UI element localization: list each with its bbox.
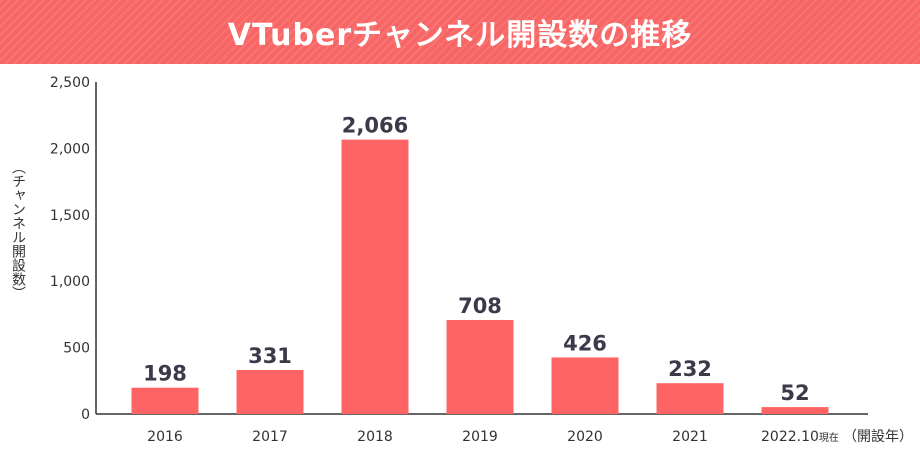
- x-tick-label: 2022.10現在: [761, 429, 839, 445]
- x-tick-note: 現在: [819, 432, 839, 444]
- x-tick-label: 2017: [252, 429, 288, 445]
- y-tick-label: 1,000: [50, 274, 90, 290]
- x-tick-label: 2019: [462, 429, 498, 445]
- y-tick-label: 0: [81, 407, 90, 423]
- bar: [656, 383, 724, 414]
- data-label: 52: [780, 381, 809, 405]
- data-label: 331: [248, 344, 292, 368]
- bar: [341, 139, 409, 414]
- data-label: 708: [458, 294, 502, 318]
- x-axis-label: （開設年）: [843, 429, 913, 445]
- bar: [761, 407, 829, 414]
- x-tick-label: 2020: [567, 429, 603, 445]
- y-tick-label: 2,500: [50, 75, 90, 91]
- y-axis-label: （チャンネル開設数）: [10, 160, 26, 300]
- x-tick-label: 2021: [672, 429, 708, 445]
- data-label: 198: [143, 362, 187, 386]
- bar: [551, 357, 619, 414]
- data-label: 426: [563, 331, 607, 355]
- x-tick-label: 2018: [357, 429, 393, 445]
- y-tick-label: 500: [63, 341, 90, 357]
- bar: [236, 370, 304, 414]
- bar: [446, 319, 514, 414]
- data-label: 2,066: [342, 114, 408, 138]
- x-tick-label: 2016: [147, 429, 183, 445]
- title-banner: VTuberチャンネル開設数の推移: [0, 0, 920, 64]
- y-tick-label: 2,000: [50, 141, 90, 157]
- bar: [131, 387, 199, 414]
- y-tick-label: 1,500: [50, 208, 90, 224]
- chart-title: VTuberチャンネル開設数の推移: [227, 18, 693, 53]
- data-label: 232: [668, 357, 712, 381]
